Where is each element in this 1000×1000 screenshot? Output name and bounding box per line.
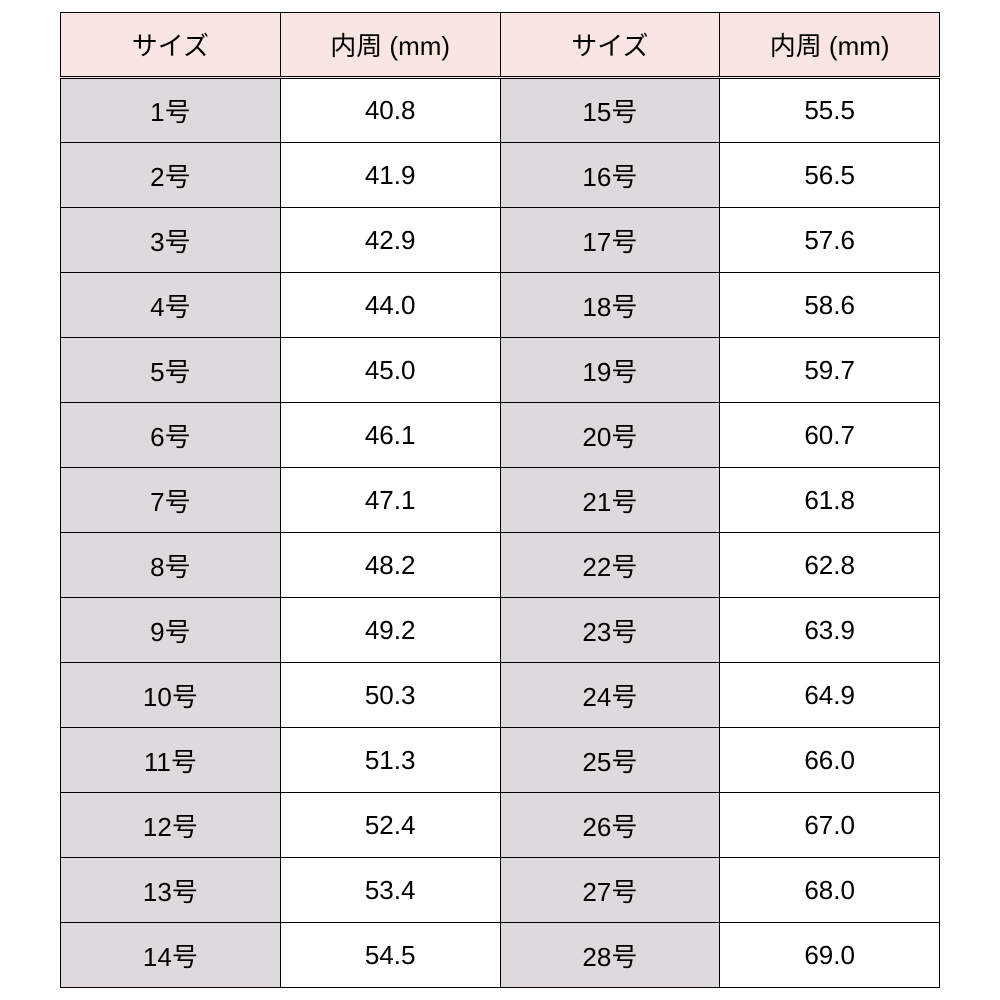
value-cell-right: 58.6 (720, 273, 940, 338)
size-cell-left: 9号 (61, 598, 281, 663)
size-cell-right: 15号 (500, 78, 720, 143)
value-cell-right: 63.9 (720, 598, 940, 663)
size-cell-right: 20号 (500, 403, 720, 468)
table-header-row: サイズ 内周 (mm) サイズ 内周 (mm) (61, 13, 940, 78)
value-cell-left: 51.3 (280, 728, 500, 793)
table-row: 8号48.222号62.8 (61, 533, 940, 598)
header-size-right: サイズ (500, 13, 720, 78)
table-row: 2号41.916号56.5 (61, 143, 940, 208)
table-row: 12号52.426号67.0 (61, 793, 940, 858)
size-cell-left: 4号 (61, 273, 281, 338)
value-cell-left: 46.1 (280, 403, 500, 468)
value-cell-right: 56.5 (720, 143, 940, 208)
table-row: 5号45.019号59.7 (61, 338, 940, 403)
value-cell-left: 54.5 (280, 923, 500, 988)
size-cell-left: 14号 (61, 923, 281, 988)
size-cell-right: 16号 (500, 143, 720, 208)
table-row: 1号40.815号55.5 (61, 78, 940, 143)
size-cell-left: 8号 (61, 533, 281, 598)
size-cell-right: 21号 (500, 468, 720, 533)
size-cell-right: 23号 (500, 598, 720, 663)
value-cell-left: 52.4 (280, 793, 500, 858)
size-cell-right: 26号 (500, 793, 720, 858)
value-cell-left: 53.4 (280, 858, 500, 923)
value-cell-left: 45.0 (280, 338, 500, 403)
size-cell-right: 25号 (500, 728, 720, 793)
size-cell-right: 27号 (500, 858, 720, 923)
size-cell-right: 19号 (500, 338, 720, 403)
table-row: 6号46.120号60.7 (61, 403, 940, 468)
header-value-right: 内周 (mm) (720, 13, 940, 78)
size-cell-right: 22号 (500, 533, 720, 598)
table-row: 11号51.325号66.0 (61, 728, 940, 793)
value-cell-right: 67.0 (720, 793, 940, 858)
value-cell-right: 61.8 (720, 468, 940, 533)
value-cell-right: 64.9 (720, 663, 940, 728)
table-row: 4号44.018号58.6 (61, 273, 940, 338)
header-value-left: 内周 (mm) (280, 13, 500, 78)
size-cell-left: 3号 (61, 208, 281, 273)
value-cell-right: 66.0 (720, 728, 940, 793)
value-cell-left: 41.9 (280, 143, 500, 208)
size-cell-right: 24号 (500, 663, 720, 728)
table-row: 10号50.324号64.9 (61, 663, 940, 728)
table-row: 13号53.427号68.0 (61, 858, 940, 923)
value-cell-left: 40.8 (280, 78, 500, 143)
size-cell-left: 11号 (61, 728, 281, 793)
value-cell-left: 42.9 (280, 208, 500, 273)
size-cell-left: 6号 (61, 403, 281, 468)
header-size-left: サイズ (61, 13, 281, 78)
size-cell-left: 1号 (61, 78, 281, 143)
table-row: 7号47.121号61.8 (61, 468, 940, 533)
value-cell-left: 44.0 (280, 273, 500, 338)
value-cell-left: 47.1 (280, 468, 500, 533)
size-cell-left: 12号 (61, 793, 281, 858)
value-cell-left: 50.3 (280, 663, 500, 728)
size-cell-right: 28号 (500, 923, 720, 988)
table-row: 3号42.917号57.6 (61, 208, 940, 273)
size-cell-right: 17号 (500, 208, 720, 273)
size-cell-right: 18号 (500, 273, 720, 338)
value-cell-right: 59.7 (720, 338, 940, 403)
value-cell-right: 60.7 (720, 403, 940, 468)
size-cell-left: 2号 (61, 143, 281, 208)
value-cell-right: 69.0 (720, 923, 940, 988)
value-cell-right: 55.5 (720, 78, 940, 143)
value-cell-right: 57.6 (720, 208, 940, 273)
value-cell-left: 49.2 (280, 598, 500, 663)
table-row: 9号49.223号63.9 (61, 598, 940, 663)
table-row: 14号54.528号69.0 (61, 923, 940, 988)
value-cell-left: 48.2 (280, 533, 500, 598)
value-cell-right: 62.8 (720, 533, 940, 598)
size-cell-left: 13号 (61, 858, 281, 923)
ring-size-table: サイズ 内周 (mm) サイズ 内周 (mm) 1号40.815号55.52号4… (60, 12, 940, 988)
size-cell-left: 5号 (61, 338, 281, 403)
value-cell-right: 68.0 (720, 858, 940, 923)
table-body: 1号40.815号55.52号41.916号56.53号42.917号57.64… (61, 78, 940, 988)
size-cell-left: 7号 (61, 468, 281, 533)
size-cell-left: 10号 (61, 663, 281, 728)
